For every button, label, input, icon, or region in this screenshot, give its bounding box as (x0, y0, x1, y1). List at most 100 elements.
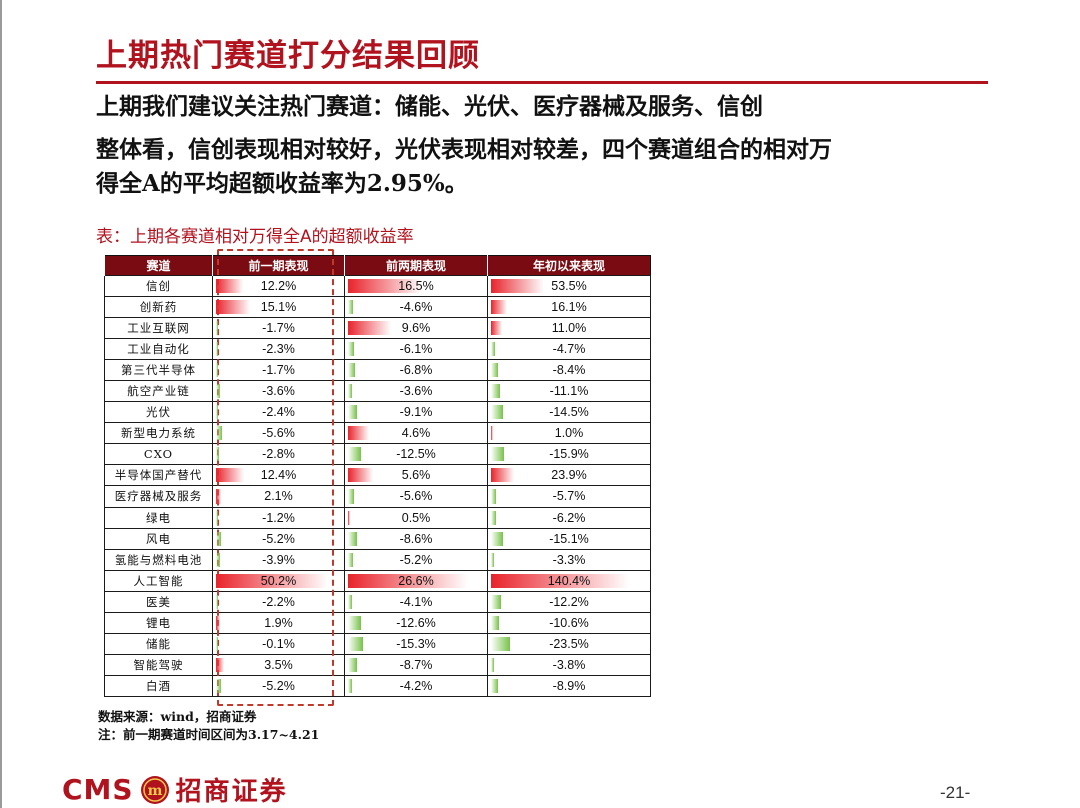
sector-name: 人工智能 (104, 569, 213, 592)
sector-name: 半导体国产替代 (104, 464, 213, 487)
prev-period-cell: -3.9% (212, 548, 345, 571)
cell-value: -5.2% (399, 552, 433, 567)
ytd-cell: 11.0% (487, 317, 651, 340)
returns-table: 赛道 前一期表现 前两期表现 年初以来表现 信创 12.2% 16.5% 53.5% 创… (104, 255, 651, 697)
prev-two-periods-cell: -9.1% (344, 401, 488, 424)
cell-value: -12.5% (396, 447, 436, 462)
cell-value: 5.6% (401, 468, 431, 483)
table-row: 医美 -2.2% -4.1% -12.2% (104, 590, 651, 613)
cell-value: -15.9% (549, 447, 589, 462)
title-divider (96, 81, 988, 84)
negative-bar (348, 615, 361, 630)
ytd-cell: -15.1% (487, 527, 651, 550)
prev-period-cell: -0.1% (212, 632, 345, 655)
summary-line-2: 整体看，信创表现相对较好，光伏表现相对较差，四个赛道组合的相对万 (96, 136, 832, 163)
sector-name: 氢能与燃料电池 (104, 548, 213, 571)
cell-value: 3.5% (264, 657, 293, 672)
cell-value: -1.7% (262, 363, 295, 378)
table-body: 信创 12.2% 16.5% 53.5% 创新药 15.1% -4.6% 16.1% 工业互联网… (104, 274, 651, 697)
cell-value: -4.1% (399, 594, 433, 609)
sector-name: 绿电 (104, 506, 213, 529)
ytd-cell: -8.4% (487, 359, 651, 382)
cell-value: -12.2% (549, 594, 589, 609)
summary-paragraph: 整体看，信创表现相对较好，光伏表现相对较差，四个赛道组合的相对万 得全A的平均超… (96, 133, 832, 201)
negative-bar (216, 447, 219, 462)
ytd-cell: -11.1% (487, 380, 651, 403)
table-row: 风电 -5.2% -8.6% -15.1% (104, 527, 651, 550)
negative-bar (491, 531, 504, 546)
positive-bar (491, 573, 629, 588)
prev-period-cell: -5.2% (212, 527, 345, 550)
ytd-cell: 53.5% (487, 274, 651, 298)
table-note: 注：前一期赛道时间区间为3.17~4.21 (98, 727, 320, 742)
cell-value: 50.2% (260, 573, 297, 588)
table-caption: 表：上期各赛道相对万得全A的超额收益率 (96, 227, 414, 247)
prev-period-cell: 3.5% (212, 653, 345, 676)
prev-period-cell: 50.2% (212, 569, 345, 592)
header-prev-period: 前一期表现 (212, 255, 345, 276)
cell-value: -3.3% (552, 552, 586, 567)
cell-value: -8.7% (399, 657, 433, 672)
negative-bar (491, 636, 510, 651)
cell-value: -4.2% (399, 678, 433, 693)
positive-bar (348, 573, 468, 588)
ytd-cell: 140.4% (487, 569, 651, 592)
negative-bar (491, 384, 500, 399)
sector-name: 医疗器械及服务 (104, 485, 213, 508)
positive-bar (216, 657, 224, 672)
negative-bar (491, 342, 495, 357)
header-sector: 赛道 (104, 255, 213, 276)
positive-bar (491, 279, 544, 294)
prev-period-cell: 1.9% (212, 611, 345, 634)
cell-value: -2.2% (262, 594, 295, 609)
table-row: 储能 -0.1% -15.3% -23.5% (104, 632, 651, 655)
logo-cn-text: 招商证券 (175, 777, 288, 807)
sector-name: 储能 (104, 632, 213, 655)
sector-name: CXO (104, 443, 213, 466)
positive-bar (348, 510, 351, 525)
table-row: 工业自动化 -2.3% -6.1% -4.7% (104, 338, 651, 361)
table-row: 光伏 -2.4% -9.1% -14.5% (104, 401, 651, 424)
company-logo: CMS m 招商证券 (62, 771, 288, 808)
cell-value: -11.1% (549, 384, 589, 399)
sector-name: 工业自动化 (104, 338, 213, 361)
negative-bar (348, 552, 354, 567)
positive-bar (491, 300, 507, 315)
summary-line-1: 上期我们建议关注热门赛道：储能、光伏、医疗器械及服务、信创 (96, 93, 763, 120)
cell-value: -15.1% (549, 531, 589, 546)
sector-name: 白酒 (104, 674, 213, 697)
negative-bar (491, 510, 496, 525)
page-number: -21- (940, 783, 971, 802)
sector-name: 创新药 (104, 296, 213, 319)
cell-value: 2.1% (264, 489, 293, 504)
cell-value: -5.6% (399, 489, 433, 504)
negative-bar (348, 531, 357, 546)
prev-two-periods-cell: 4.6% (344, 422, 488, 445)
cell-value: -8.4% (552, 363, 586, 378)
positive-bar (348, 426, 369, 441)
ytd-cell: -15.9% (487, 443, 651, 466)
ytd-cell: -14.5% (487, 401, 651, 424)
cell-value: 12.2% (260, 279, 297, 294)
cell-value: 1.0% (554, 426, 584, 441)
negative-bar (491, 447, 504, 462)
prev-two-periods-cell: 26.6% (344, 569, 488, 592)
prev-period-cell: -3.6% (212, 380, 345, 403)
positive-bar (216, 279, 244, 294)
negative-bar (348, 384, 352, 399)
negative-bar (348, 300, 353, 315)
prev-two-periods-cell: -4.2% (344, 674, 488, 697)
sector-name: 风电 (104, 527, 213, 550)
sector-name: 第三代半导体 (104, 359, 213, 382)
sector-name: 光伏 (104, 401, 213, 424)
negative-bar (348, 594, 353, 609)
negative-bar (491, 678, 499, 693)
prev-two-periods-cell: -3.6% (344, 380, 488, 403)
cell-value: -12.6% (396, 615, 436, 630)
cell-value: -23.5% (549, 636, 589, 651)
logo-cms-text: CMS (62, 773, 134, 806)
negative-bar (216, 405, 219, 420)
negative-bar (491, 363, 498, 378)
negative-bar (216, 636, 218, 651)
negative-bar (491, 489, 496, 504)
